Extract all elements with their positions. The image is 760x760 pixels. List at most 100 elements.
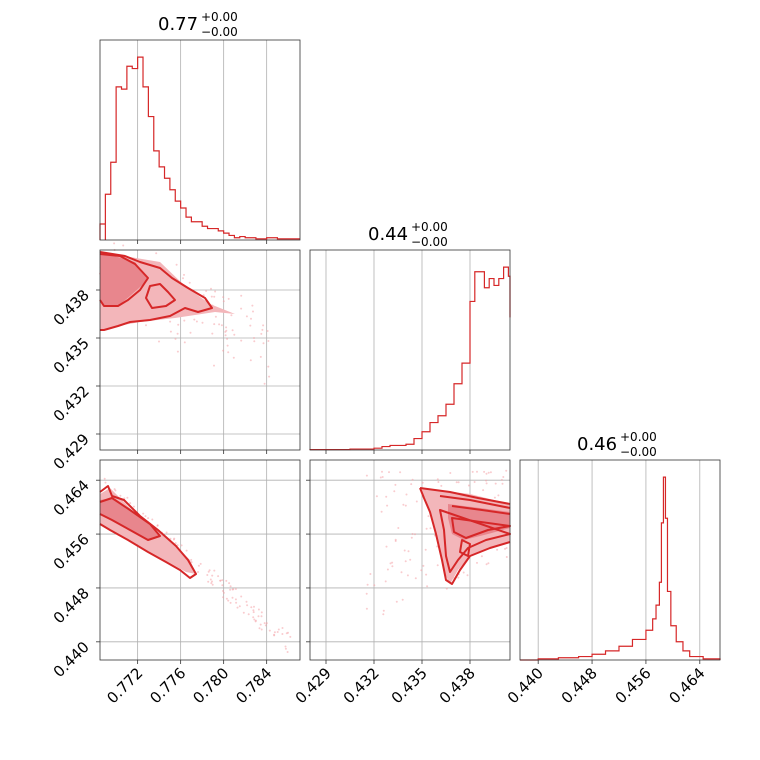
scatter-point [147,517,150,520]
tick-marks [137,240,268,244]
scatter-point [253,337,255,339]
scatter-point [382,613,385,616]
scatter-point [193,318,196,321]
scatter-point [462,571,465,574]
scatter-point [422,564,425,567]
scatter-point [504,547,506,550]
y-tick-label: 0.429 [50,430,93,473]
scatter-point [391,565,394,568]
scatter-point [222,300,225,303]
scatter-point [260,611,263,614]
scatter-point [401,598,404,601]
hist-param2 [309,266,511,451]
scatter-point [483,470,486,473]
scatter-point [183,273,185,276]
scatter-point [249,324,252,327]
scatter-point [242,611,245,614]
x-tick-label: 0.456 [612,664,655,707]
title-param2-lower: −0.00 [411,235,448,249]
scatter-point [229,588,232,591]
scatter-point [183,341,186,344]
scatter-point [249,359,252,362]
scatter-point [471,470,474,473]
contour-line-inner [99,497,161,541]
scatter-point [175,263,178,266]
scatter-point [252,616,255,619]
scatter-point [476,561,478,564]
y-tick-labels: 0.440 0.448 0.456 0.464 [50,476,93,681]
scatter-point [375,495,378,498]
scatter-point [180,544,183,547]
scatter-point [132,505,135,508]
scatter-point [487,471,490,474]
panel-hist-param2: 0.44 +0.00 −0.00 [309,220,511,454]
scatter-point [210,287,212,290]
scatter-point [240,294,243,297]
scatter-point [252,609,255,612]
scatter-point [457,481,460,484]
scatter-point [268,375,271,378]
scatter-point [381,476,384,478]
grid-lines [100,250,300,450]
scatter-point [473,481,476,483]
panel-frame [309,249,511,451]
scatter-point [104,481,107,484]
scatter-point [425,527,428,530]
scatter-point [232,588,235,591]
scatter-point [232,356,235,359]
scatter-point [208,569,211,572]
scatter-point [235,601,238,604]
panel-frame [519,459,721,661]
scatter-point [379,476,382,479]
scatter-point [172,538,175,541]
scatter-point [467,484,470,487]
x-tick-label: 0.448 [558,664,601,707]
scatter-point [365,592,368,595]
scatter-point [222,590,224,592]
scatter-point [210,582,213,585]
scatter-point [158,340,160,343]
title-param3-lower: −0.00 [620,445,657,459]
scatter-point [391,561,394,564]
scatter-point [119,494,122,497]
scatter-point [436,545,439,548]
scatter-point [500,478,503,481]
scatter-point [176,350,179,353]
scatter-point [234,598,237,601]
scatter-point [236,606,239,609]
scatter-point [261,328,264,331]
scatter-point [404,560,407,563]
scatter-point [229,601,232,604]
scatter-point [213,569,216,572]
y-tick-label: 0.448 [50,584,93,627]
contour-line-outer [99,485,197,579]
scatter-point [225,597,228,600]
scatter-point [211,332,214,335]
scatter-point [397,527,400,529]
scatter-point [385,495,388,498]
scatter-point [190,558,193,561]
scatter-point [449,472,452,474]
scatter-point [228,582,231,585]
contour-line-inner [99,253,149,307]
scatter-point [497,494,500,497]
panel-contour-p1-p3: 0.440 0.448 0.456 0.464 0.772 0.776 0.780 0.78… [50,459,301,707]
scatter-point [234,588,237,590]
x-tick-label: 0.435 [388,664,431,707]
scatter-point [426,585,429,588]
scatter-point [268,629,271,632]
scatter-point [169,537,172,540]
contour-line-blob [145,283,176,309]
scatter-point [126,496,129,499]
scatter-point [230,314,233,317]
scatter-point [247,613,250,616]
y-tick-label: 0.432 [50,382,93,425]
scatter-point [250,606,253,609]
scatter-point [176,332,179,335]
panel-frame [99,249,301,451]
scatter-point [246,604,249,607]
scatter-point [284,647,287,650]
scatter-point [129,502,132,505]
scatter-point [445,587,448,590]
scatter-point [382,609,385,612]
